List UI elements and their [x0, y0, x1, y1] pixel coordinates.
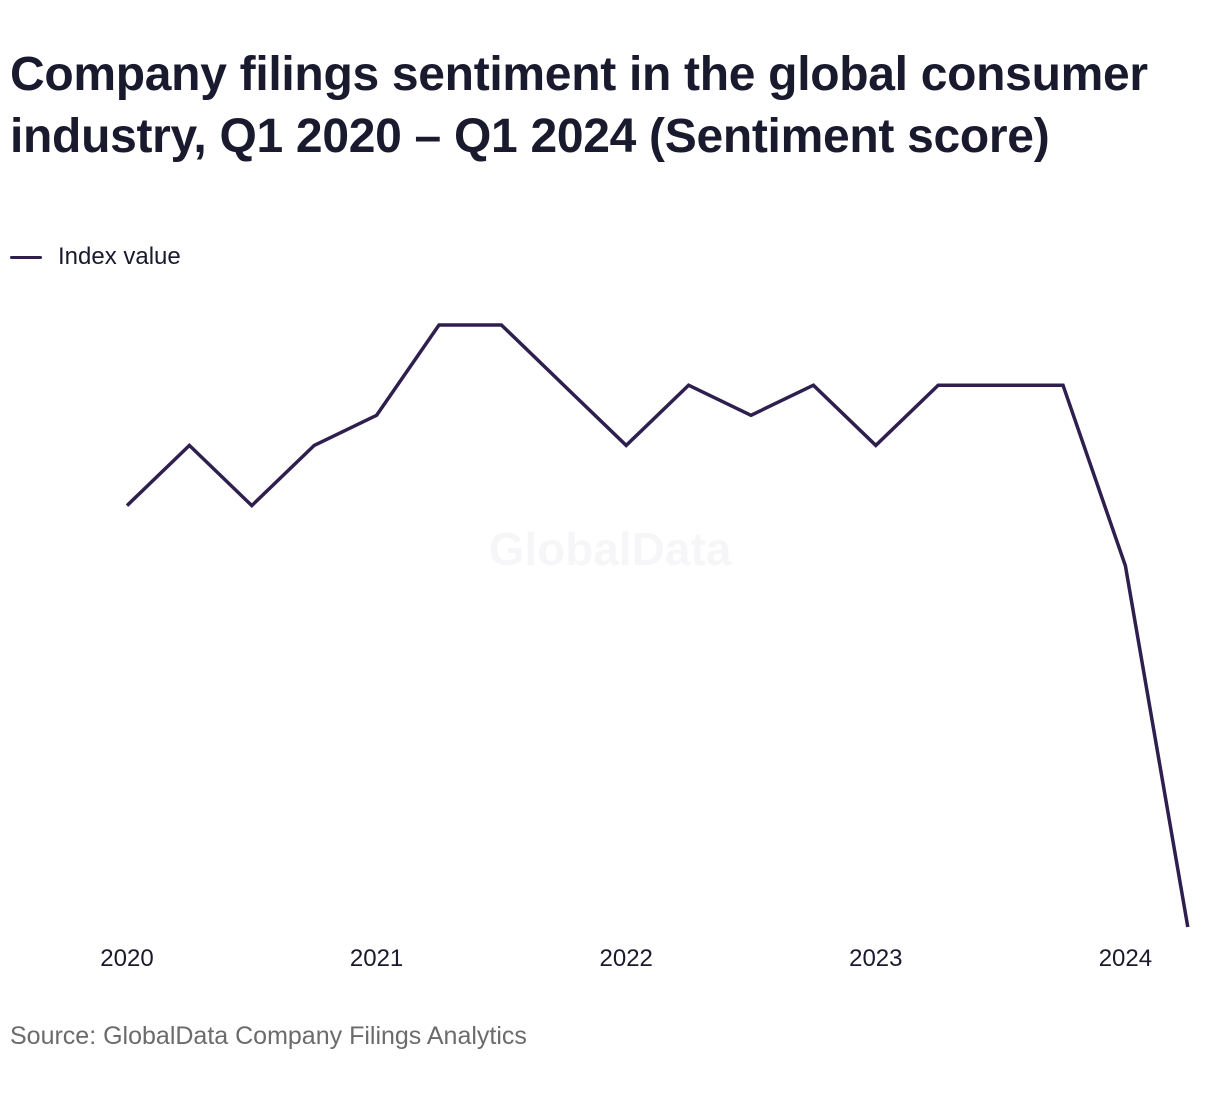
data-point-13 — [935, 382, 941, 388]
data-point-1 — [186, 442, 192, 448]
x-tick-label: 2024 — [1099, 945, 1152, 972]
data-point-0 — [124, 503, 130, 509]
data-point-11 — [810, 382, 816, 388]
series-line-index-value — [125, 323, 1190, 928]
data-point-9 — [686, 382, 692, 388]
source-note: Source: GlobalData Company Filings Analy… — [10, 1022, 527, 1050]
x-tick-label: 2021 — [350, 945, 403, 972]
data-point-7 — [561, 382, 567, 388]
legend: Index value — [10, 240, 181, 274]
data-point-6 — [498, 322, 504, 328]
data-point-14 — [998, 382, 1004, 388]
x-tick-label: 2023 — [849, 945, 902, 972]
data-point-16 — [1122, 563, 1128, 569]
data-point-8 — [623, 442, 629, 448]
legend-label: Index value — [58, 243, 181, 270]
data-point-12 — [873, 442, 879, 448]
chart-title: Company filings sentiment in the global … — [10, 48, 1148, 163]
x-tick-label: 2022 — [600, 945, 653, 972]
x-axis-ticks: 2020 2021 2022 2023 2024 — [100, 945, 1152, 972]
watermark: GlobalData — [489, 523, 732, 575]
data-point-4 — [374, 412, 380, 418]
data-point-3 — [311, 442, 317, 448]
data-point-17 — [1185, 924, 1191, 930]
line-chart: GlobalData 2020 2021 2022 2023 2024 — [100, 322, 1191, 972]
data-point-5 — [436, 322, 442, 328]
data-point-10 — [748, 412, 754, 418]
data-point-15 — [1060, 382, 1066, 388]
x-tick-label: 2020 — [100, 945, 153, 972]
legend-swatch — [10, 255, 42, 259]
data-point-2 — [249, 503, 255, 509]
